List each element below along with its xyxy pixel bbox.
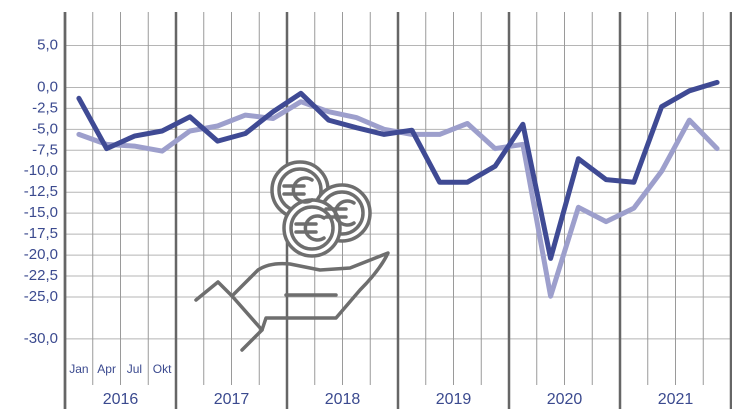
- y-tick-label: -30,0: [24, 330, 58, 347]
- y-tick-label: -15,0: [24, 204, 58, 221]
- y-tick-label: -17,5: [24, 225, 58, 242]
- y-tick-label: -22,5: [24, 267, 58, 284]
- year-label: 2018: [325, 391, 361, 408]
- x-tick-label: Jan: [69, 362, 88, 376]
- y-tick-label: -25,0: [24, 288, 58, 305]
- x-tick-label: Okt: [153, 362, 172, 376]
- y-tick-label: -7,5: [32, 141, 58, 158]
- grid: [63, 12, 732, 409]
- year-label: 2017: [214, 391, 250, 408]
- year-label: 2019: [436, 391, 472, 408]
- year-label: 2021: [658, 391, 694, 408]
- year-label: 2020: [547, 391, 583, 408]
- y-tick-label: -10,0: [24, 162, 58, 179]
- y-tick-label: -2,5: [32, 99, 58, 116]
- y-tick-label: -20,0: [24, 246, 58, 263]
- y-tick-label: 5,0: [37, 36, 58, 53]
- euro-hand-icon: [194, 160, 390, 352]
- y-tick-label: 0,0: [37, 78, 58, 95]
- plot: 5,0 0,0 -2,5 -5,0 -7,5 -10,0 -12,5 -15,0 -17,5 -2…: [24, 36, 720, 408]
- y-tick-label: -5,0: [32, 120, 58, 137]
- x-tick-label: Jul: [127, 362, 142, 376]
- y-tick-label: -12,5: [24, 183, 58, 200]
- series-line: [76, 79, 720, 261]
- x-tick-label: Apr: [97, 362, 116, 376]
- year-label: 2016: [103, 391, 139, 408]
